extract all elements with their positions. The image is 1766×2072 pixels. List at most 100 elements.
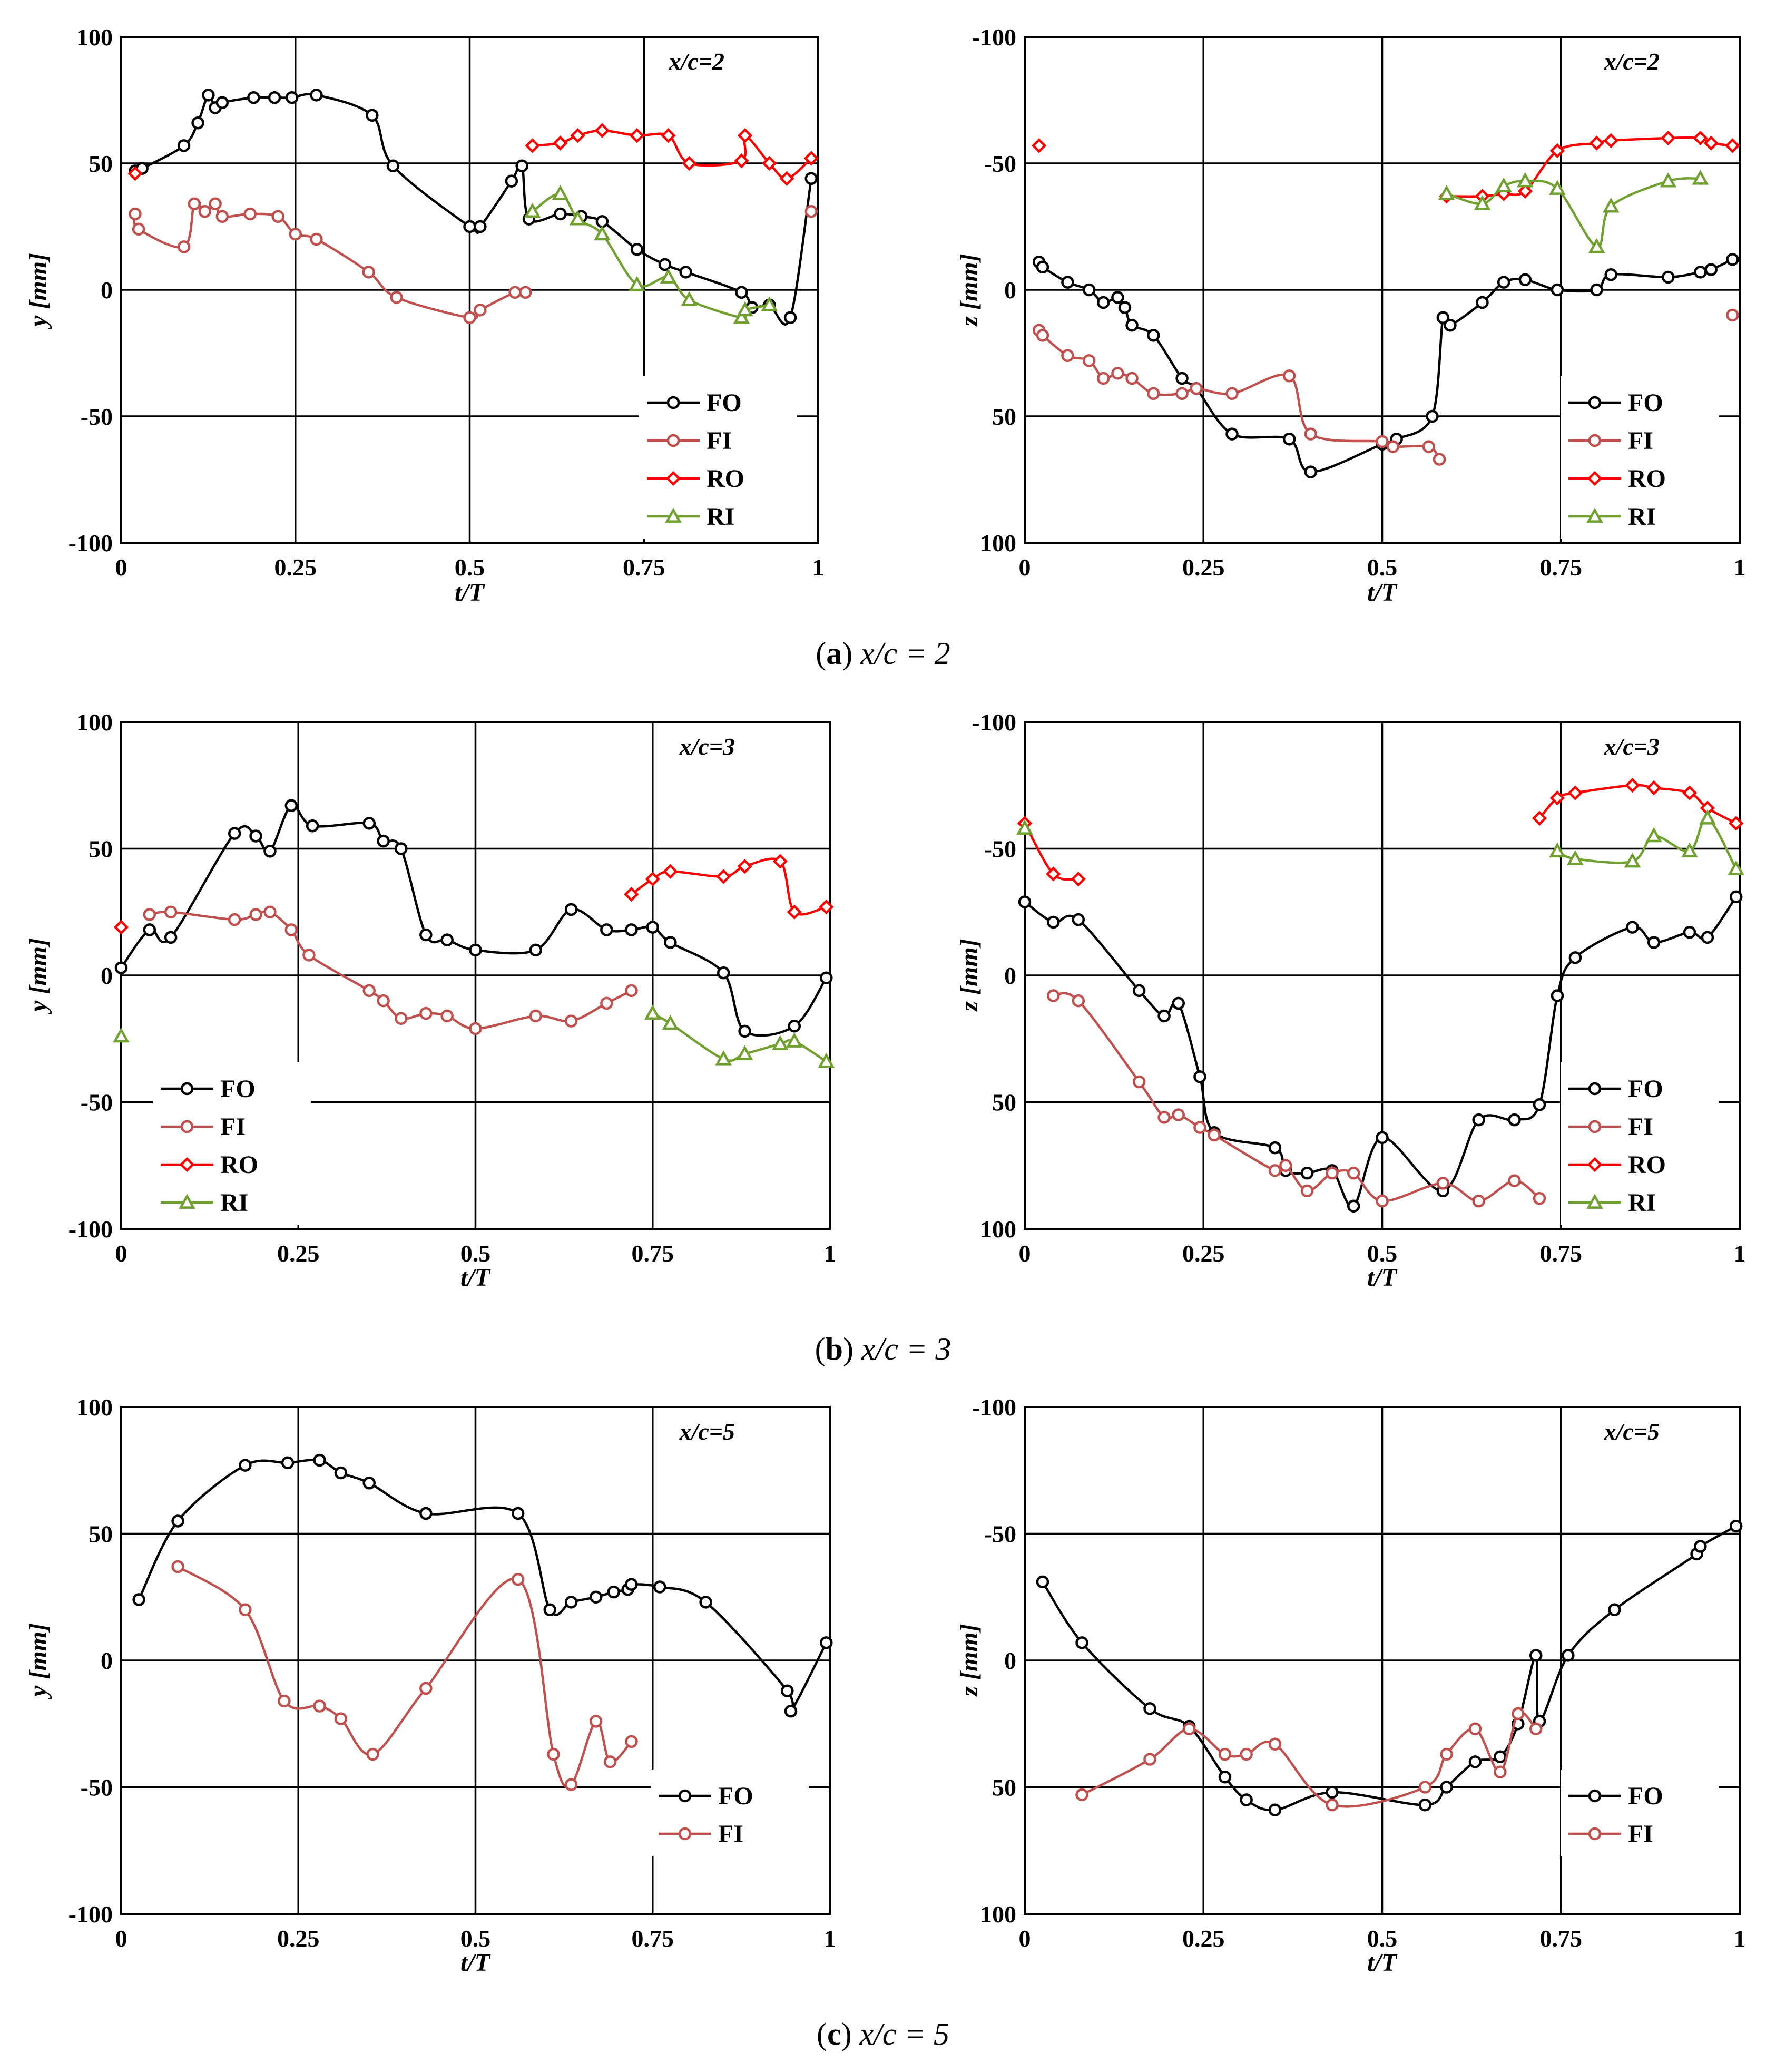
data-point-FO [1533, 1098, 1546, 1111]
legend-label: FO [1628, 1782, 1663, 1810]
data-point-RI [1692, 170, 1709, 185]
data-point-FI [625, 984, 638, 998]
data-point-FO [564, 1596, 578, 1609]
data-point-FO [1326, 1785, 1339, 1799]
legend-label: FO [220, 1075, 256, 1103]
data-point-FO [1304, 465, 1318, 478]
data-point-RI [524, 202, 541, 218]
data-point-RI [1016, 819, 1033, 835]
data-point-RO [1603, 133, 1618, 148]
data-point-FO [1157, 1009, 1171, 1023]
caption-b-letter: b [826, 1332, 843, 1366]
legend-label: FO [707, 389, 742, 417]
series-line-RI [1556, 817, 1738, 871]
data-point-RO [1661, 130, 1676, 146]
data-point-FO [177, 139, 191, 152]
data-point-FI [302, 949, 316, 962]
data-point-FO [1683, 925, 1696, 939]
x-tick-label: 1 [1734, 1240, 1746, 1267]
series-line-FI [133, 201, 527, 319]
data-point-FO [1729, 1519, 1743, 1533]
data-point-FO [1529, 1649, 1543, 1662]
y-tick-label: -100 [972, 24, 1016, 51]
data-point-FO [554, 207, 567, 221]
x-tick-label: 0 [1019, 1925, 1031, 1952]
data-point-FO [143, 923, 156, 936]
data-point-FO [735, 286, 748, 299]
data-point-FO [679, 266, 692, 279]
data-point-FO [664, 936, 677, 949]
data-point-FO [589, 1590, 603, 1604]
data-point-FO [1072, 913, 1085, 926]
data-point-FO [1268, 1141, 1282, 1155]
data-point-FI [589, 1715, 603, 1728]
data-point-FO [1018, 895, 1032, 908]
data-point-RI [1660, 172, 1677, 188]
data-point-RO [1646, 780, 1662, 796]
panel-title: x/c=5 [679, 1418, 735, 1445]
y-tick-label: -100 [68, 1216, 113, 1243]
y-tick-label: 0 [1004, 962, 1016, 989]
data-point-FI [1418, 1781, 1432, 1794]
data-point-RO [772, 854, 788, 869]
data-point-FI [1326, 1166, 1339, 1180]
data-point-FI [1147, 387, 1160, 400]
data-point-FI [469, 1022, 482, 1035]
data-point-FO [1036, 260, 1049, 274]
data-point-FI [177, 240, 191, 253]
data-point-FI [362, 266, 375, 279]
data-point-FI [215, 210, 229, 223]
data-point-RO [737, 858, 752, 874]
data-point-RI [594, 225, 611, 241]
legend-item-RI: RI [161, 1189, 248, 1217]
data-point-FI [1175, 387, 1189, 400]
data-point-FI [198, 204, 212, 218]
legend-item-FO: FO [1568, 1782, 1663, 1810]
data-point-FO [630, 242, 644, 256]
caption-a: (a) x/c = 2 [816, 636, 950, 671]
data-point-RI [1474, 195, 1491, 210]
data-point-RI [660, 268, 677, 284]
y-axis-label: y [mm] [24, 938, 52, 1014]
data-point-FO [463, 220, 476, 233]
data-point-RI [1728, 860, 1745, 875]
data-point-FO [164, 931, 178, 944]
data-point-FO [114, 961, 128, 974]
y-tick-label: 0 [101, 277, 113, 304]
caption-a-letter: a [826, 636, 842, 671]
x-tick-label: 0.5 [1367, 1925, 1398, 1952]
x-tick-label: 1 [812, 554, 825, 581]
data-point-RO [1031, 138, 1047, 153]
legend-item-FO: FO [161, 1075, 256, 1103]
data-point-FI [1440, 1747, 1453, 1761]
data-point-RO [1625, 778, 1640, 793]
legend-marker [180, 1082, 194, 1096]
data-point-FO [1729, 890, 1743, 904]
legend-marker [665, 507, 682, 523]
y-tick-label: -100 [68, 1901, 113, 1928]
data-point-FO [469, 943, 482, 957]
data-point-FI [1143, 1753, 1156, 1766]
data-point-FI [1472, 1194, 1485, 1208]
y-tick-label: -50 [984, 150, 1016, 177]
legend-marker [1588, 434, 1602, 447]
chart-b-right-z: z [mm] t/T x/c=3 0 0.25 0.5 0.75 1 -100 -50 0 50… [955, 709, 1746, 1292]
data-point-RI [1495, 177, 1513, 193]
data-point-FI [1304, 427, 1318, 441]
y-tick-label: -100 [972, 709, 1016, 736]
y-axis-label: y [mm] [24, 1623, 52, 1699]
data-point-RO [787, 904, 802, 920]
data-point-FO [419, 1507, 433, 1520]
data-point-RO [1703, 135, 1719, 151]
x-axis-label: t/T [1367, 1264, 1398, 1292]
legend-label: FO [718, 1782, 753, 1810]
data-point-FO [440, 933, 454, 946]
data-point-FO [306, 819, 319, 833]
data-point-FO [1036, 1575, 1049, 1589]
data-point-FO [625, 1578, 638, 1591]
data-point-FI [366, 1747, 379, 1761]
data-point-FI [463, 311, 476, 325]
data-point-FI [313, 1699, 326, 1713]
legend-item-RO: RO [1568, 1151, 1666, 1179]
data-point-FI [419, 1006, 433, 1020]
